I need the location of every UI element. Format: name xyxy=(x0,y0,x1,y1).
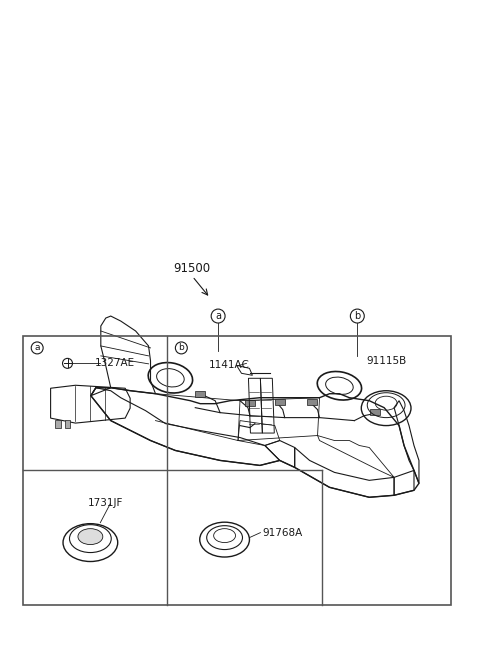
Text: 91500: 91500 xyxy=(174,262,211,275)
Text: 91768A: 91768A xyxy=(263,527,302,538)
Text: 1141AC: 1141AC xyxy=(209,360,250,371)
Text: 91115B: 91115B xyxy=(366,356,406,366)
Bar xyxy=(55,420,60,428)
Text: b: b xyxy=(354,311,360,321)
Bar xyxy=(23,336,451,605)
Text: b: b xyxy=(179,343,184,352)
Bar xyxy=(307,399,316,405)
Text: a: a xyxy=(35,343,40,352)
Bar xyxy=(64,420,71,428)
Text: a: a xyxy=(215,311,221,321)
Bar xyxy=(370,409,380,415)
Text: 1327AE: 1327AE xyxy=(95,358,135,369)
Bar xyxy=(245,400,255,405)
Bar xyxy=(275,399,285,405)
Text: 1731JF: 1731JF xyxy=(87,498,123,508)
Bar xyxy=(195,391,205,397)
Ellipse shape xyxy=(78,529,103,544)
